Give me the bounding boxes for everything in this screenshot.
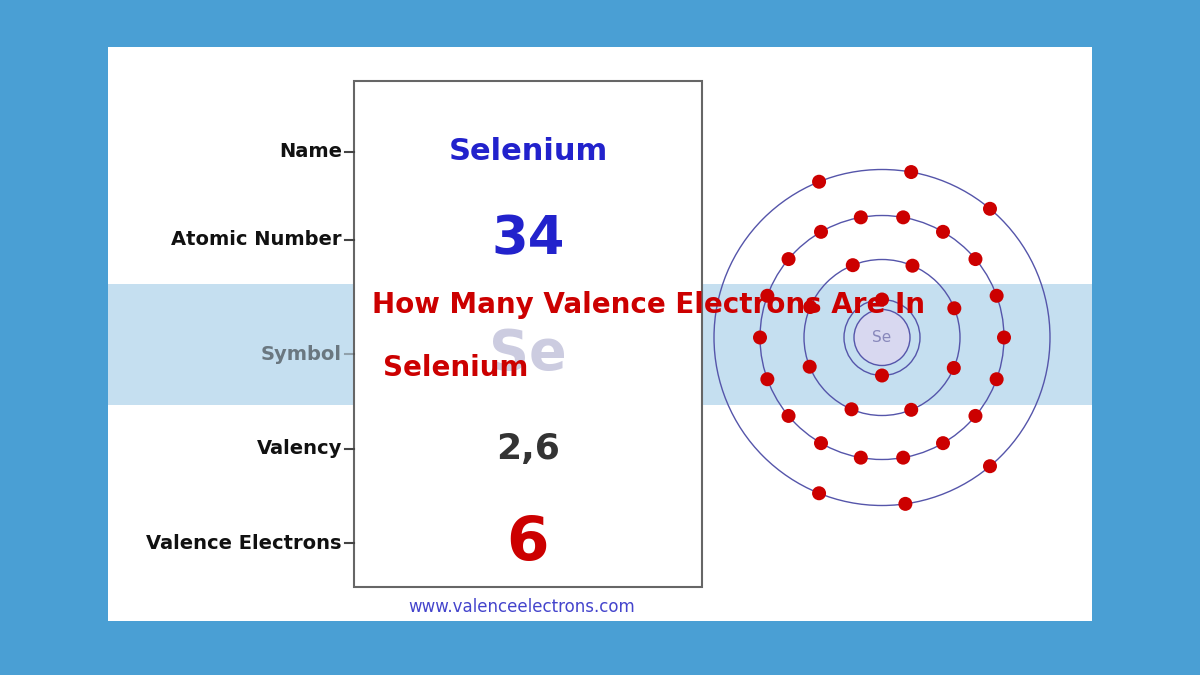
Circle shape [947,361,961,375]
Circle shape [781,409,796,423]
Circle shape [846,258,859,272]
Circle shape [936,436,950,450]
Circle shape [875,369,889,383]
Circle shape [896,211,910,224]
Circle shape [997,331,1010,344]
Circle shape [947,301,961,315]
Circle shape [936,225,950,239]
Circle shape [968,409,983,423]
Text: 2,6: 2,6 [496,432,560,466]
Text: 6: 6 [506,514,550,573]
Bar [354,81,702,587]
Text: www.valenceelectrons.com: www.valenceelectrons.com [409,599,635,616]
Circle shape [875,292,889,306]
Circle shape [904,165,918,179]
Circle shape [814,436,828,450]
Text: 34: 34 [491,213,565,266]
Circle shape [845,402,858,416]
Circle shape [812,486,826,500]
Circle shape [896,451,910,464]
Text: Symbol: Symbol [260,345,342,364]
Text: Selenium: Selenium [449,138,607,166]
Bar [108,47,1092,621]
Circle shape [761,372,774,386]
Text: How Many Valence Electrons Are In: How Many Valence Electrons Are In [372,291,924,319]
Circle shape [854,211,868,224]
Circle shape [761,289,774,303]
Text: Se: Se [872,330,892,345]
Circle shape [854,310,910,365]
Bar [108,284,1092,405]
Circle shape [781,252,796,266]
Circle shape [812,175,826,189]
Circle shape [968,252,983,266]
Circle shape [814,225,828,239]
Circle shape [906,259,919,273]
Circle shape [983,459,997,473]
Circle shape [854,451,868,464]
Circle shape [803,360,817,374]
Text: Name: Name [278,142,342,161]
Circle shape [990,372,1003,386]
Circle shape [803,300,817,314]
Text: Valency: Valency [257,439,342,458]
Circle shape [754,331,767,344]
Circle shape [905,403,918,417]
Circle shape [990,289,1003,303]
Text: Selenium: Selenium [383,354,529,382]
Text: Valence Electrons: Valence Electrons [146,534,342,553]
Text: Atomic Number: Atomic Number [172,230,342,249]
Text: Se: Se [490,327,566,381]
Circle shape [899,497,912,511]
Circle shape [983,202,997,216]
